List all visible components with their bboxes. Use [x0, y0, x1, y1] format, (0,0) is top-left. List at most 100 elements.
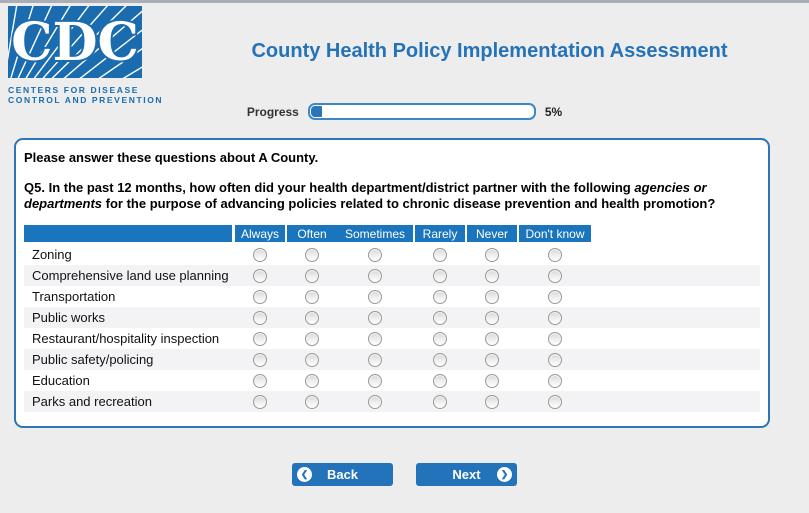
radio-cell [467, 310, 517, 325]
row-label: Education [32, 373, 90, 388]
radio-button[interactable] [548, 394, 562, 409]
cdc-acronym: CDC [11, 12, 139, 73]
radio-cell [519, 310, 591, 325]
window-top-edge [0, 0, 809, 3]
radio-button[interactable] [368, 331, 382, 346]
question-text: Q5. In the past 12 months, how often did… [24, 180, 760, 212]
column-header-often: Often [287, 225, 337, 242]
radio-cell [287, 247, 337, 262]
progress-section: Progress 5% [0, 103, 809, 120]
radio-button[interactable] [485, 394, 499, 409]
radio-cell [287, 268, 337, 283]
radio-button[interactable] [485, 247, 499, 262]
radio-cell [337, 268, 413, 283]
matrix-header-row: Always Often Sometimes Rarely Never Don't kno… [24, 225, 760, 242]
question-italic-part: agencies or departments [24, 180, 707, 211]
radio-button[interactable] [305, 352, 319, 367]
progress-percent: 5% [544, 104, 563, 119]
next-button[interactable]: Next ❯ [416, 463, 517, 486]
logo-caption-line1: CENTERS FOR DISEASE [8, 85, 139, 95]
table-row: Public works [24, 307, 760, 328]
radio-button[interactable] [253, 352, 267, 367]
radio-button[interactable] [253, 373, 267, 388]
radio-button[interactable] [548, 268, 562, 283]
radio-button[interactable] [253, 310, 267, 325]
row-label: Public safety/policing [32, 352, 154, 367]
radio-cell [235, 331, 285, 346]
radio-button[interactable] [548, 331, 562, 346]
radio-button[interactable] [305, 310, 319, 325]
column-header-don-t-know: Don't know [519, 225, 591, 242]
radio-button[interactable] [433, 352, 447, 367]
column-header-sometimes: Sometimes [337, 225, 413, 242]
radio-cell [519, 373, 591, 388]
radio-cell [287, 394, 337, 409]
radio-button[interactable] [305, 268, 319, 283]
radio-cell [519, 331, 591, 346]
radio-button[interactable] [368, 394, 382, 409]
radio-button[interactable] [305, 373, 319, 388]
radio-cell [415, 268, 465, 283]
radio-button[interactable] [305, 289, 319, 304]
radio-button[interactable] [253, 268, 267, 283]
radio-button[interactable] [433, 373, 447, 388]
radio-cell [287, 310, 337, 325]
radio-cell [415, 310, 465, 325]
radio-button[interactable] [485, 331, 499, 346]
back-button[interactable]: ❮ Back [292, 463, 393, 486]
radio-button[interactable] [433, 310, 447, 325]
radio-button[interactable] [548, 352, 562, 367]
radio-cell [467, 373, 517, 388]
radio-button[interactable] [305, 247, 319, 262]
question-part-2: for the purpose of advancing policies re… [102, 196, 716, 211]
radio-button[interactable] [368, 247, 382, 262]
radio-button[interactable] [485, 289, 499, 304]
radio-cell [467, 331, 517, 346]
radio-button[interactable] [548, 289, 562, 304]
radio-button[interactable] [433, 289, 447, 304]
radio-cell [519, 247, 591, 262]
radio-cell [519, 268, 591, 283]
radio-button[interactable] [485, 310, 499, 325]
back-arrow-icon: ❮ [297, 467, 312, 482]
radio-button[interactable] [305, 394, 319, 409]
table-row: Education [24, 370, 760, 391]
radio-cell [235, 247, 285, 262]
radio-cell [415, 331, 465, 346]
radio-cell [337, 247, 413, 262]
radio-button[interactable] [548, 373, 562, 388]
radio-button[interactable] [433, 331, 447, 346]
radio-button[interactable] [253, 289, 267, 304]
radio-button[interactable] [433, 394, 447, 409]
radio-cell [467, 268, 517, 283]
progress-bar [307, 103, 536, 120]
radio-button[interactable] [253, 394, 267, 409]
next-arrow-icon: ❯ [497, 467, 512, 482]
question-number: Q5. [24, 180, 45, 195]
radio-button[interactable] [433, 247, 447, 262]
radio-button[interactable] [368, 268, 382, 283]
radio-button[interactable] [368, 310, 382, 325]
row-label: Public works [32, 310, 105, 325]
radio-button[interactable] [253, 247, 267, 262]
row-label: Transportation [32, 289, 116, 304]
radio-button[interactable] [485, 268, 499, 283]
radio-button[interactable] [368, 289, 382, 304]
radio-button[interactable] [485, 352, 499, 367]
radio-cell [287, 352, 337, 367]
radio-button[interactable] [485, 373, 499, 388]
radio-button[interactable] [253, 331, 267, 346]
radio-button[interactable] [548, 310, 562, 325]
radio-button[interactable] [548, 247, 562, 262]
row-label: Restaurant/hospitality inspection [32, 331, 220, 346]
radio-button[interactable] [433, 268, 447, 283]
radio-cell [519, 352, 591, 367]
radio-button[interactable] [305, 331, 319, 346]
cdc-logo: CDC CENTERS FOR DISEASE CONTROL AND PREV… [1, 0, 168, 109]
radio-cell [337, 331, 413, 346]
radio-button[interactable] [368, 373, 382, 388]
radio-cell [337, 352, 413, 367]
radio-button[interactable] [368, 352, 382, 367]
back-button-label: Back [326, 467, 359, 482]
radio-cell [415, 352, 465, 367]
